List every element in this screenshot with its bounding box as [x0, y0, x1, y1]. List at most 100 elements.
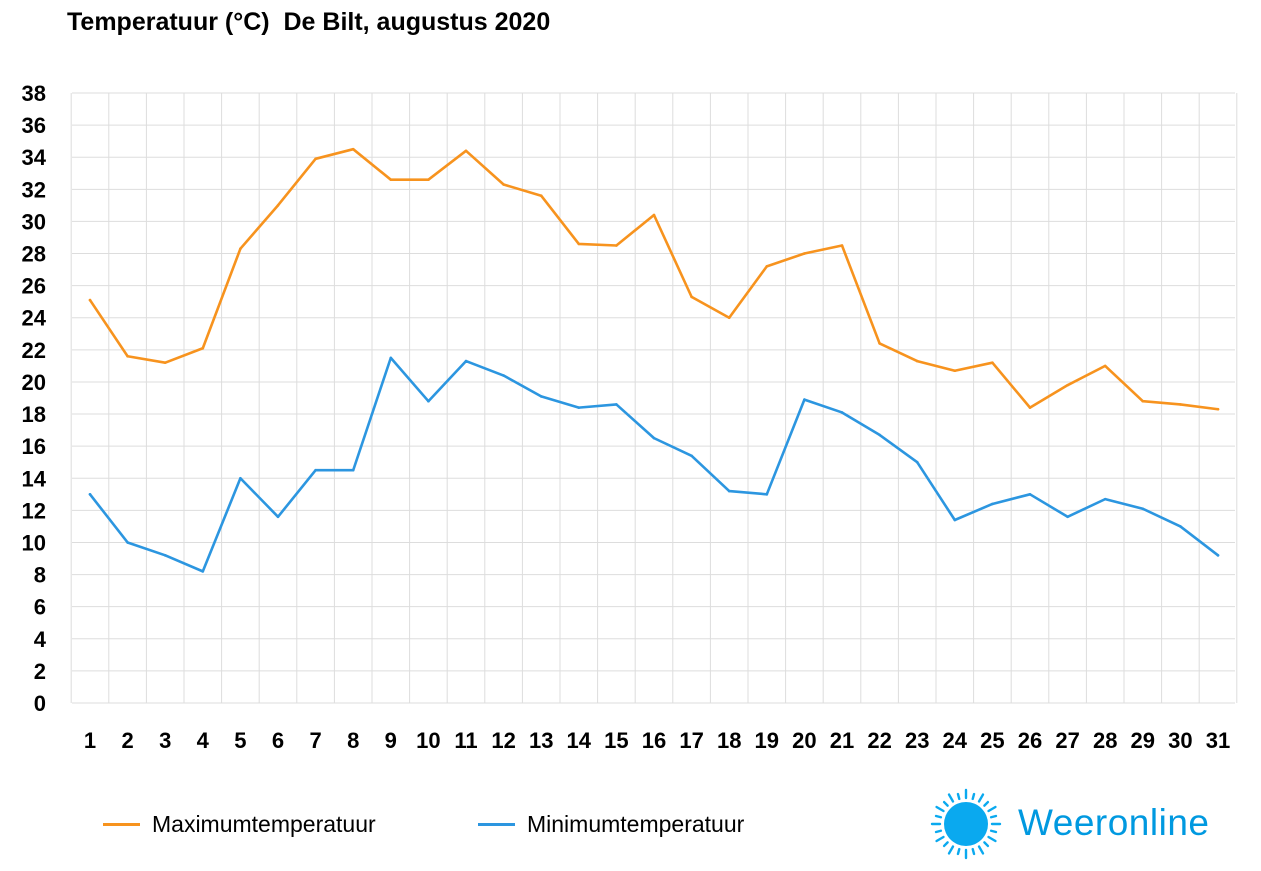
data-point-min — [577, 406, 581, 409]
sun-ray — [989, 814, 998, 819]
y-tick-label: 6 — [34, 595, 46, 620]
data-point-min — [953, 518, 957, 522]
data-point-max — [991, 361, 994, 364]
data-point-max — [915, 359, 919, 363]
sun-ray — [956, 792, 961, 801]
data-point-max — [615, 244, 618, 247]
y-tick-label: 34 — [22, 145, 47, 170]
sun-ray — [934, 829, 943, 834]
sun-ray — [935, 805, 945, 813]
x-tick-label: 9 — [385, 728, 397, 753]
data-point-max — [878, 342, 881, 345]
grid-lines — [70, 92, 1238, 704]
y-tick-label: 30 — [22, 209, 46, 234]
x-tick-label: 12 — [491, 728, 515, 753]
x-tick-label: 17 — [679, 728, 703, 753]
data-point-min — [727, 489, 731, 493]
data-point-min — [126, 541, 129, 544]
sun-ray — [977, 845, 985, 855]
data-point-min — [915, 460, 919, 464]
data-point-max — [126, 354, 129, 358]
data-point-max — [351, 147, 355, 151]
y-tick-label: 32 — [22, 177, 46, 202]
data-point-min — [1066, 515, 1069, 519]
x-tick-label: 25 — [980, 728, 1004, 753]
x-tick-label: 20 — [792, 728, 816, 753]
x-tick-label: 8 — [347, 728, 359, 753]
data-point-min — [1216, 554, 1220, 557]
data-point-min — [427, 399, 430, 403]
x-tick-label: 27 — [1055, 728, 1079, 753]
legend-label-min: Minimumtemperatuur — [527, 810, 745, 837]
data-point-max — [1066, 383, 1069, 387]
y-tick-label: 14 — [22, 466, 47, 491]
data-point-max — [1179, 403, 1182, 406]
x-tick-label: 16 — [642, 728, 666, 753]
legend-item-min: Minimumtemperatuur — [478, 809, 744, 839]
sun-icon — [930, 788, 1002, 860]
data-point-min — [502, 374, 505, 377]
data-point-min — [803, 398, 806, 401]
y-tick-label: 2 — [34, 659, 46, 684]
x-tick-label: 13 — [529, 728, 553, 753]
sun-ray — [989, 829, 998, 834]
data-point-min — [163, 554, 167, 557]
sun-ray — [971, 847, 976, 856]
legend-line-min — [478, 822, 515, 826]
data-point-min — [389, 356, 393, 360]
y-tick-label: 12 — [22, 498, 46, 523]
x-tick-label: 1 — [84, 728, 96, 753]
data-point-max — [1141, 399, 1145, 403]
chart-title: Temperatuur (°C) De Bilt, augustus 2020 — [67, 8, 551, 36]
weeronline-logo: Weeronline — [930, 788, 1240, 860]
data-point-max — [803, 252, 806, 255]
sun-ray — [947, 793, 955, 803]
data-point-min — [464, 359, 468, 363]
data-point-min — [314, 468, 317, 472]
x-tick-label: 24 — [943, 728, 968, 753]
data-point-max — [201, 346, 205, 350]
data-point-min — [991, 502, 994, 506]
data-point-max — [427, 178, 430, 181]
x-tick-label: 26 — [1018, 728, 1042, 753]
data-point-max — [464, 149, 468, 153]
data-point-min — [88, 493, 92, 496]
y-tick-label: 10 — [22, 530, 46, 555]
y-tick-label: 24 — [22, 306, 47, 331]
sun-ray — [983, 800, 990, 807]
data-point-max — [577, 242, 581, 246]
x-tick-label: 23 — [905, 728, 929, 753]
legend-line-max — [103, 822, 140, 826]
data-point-max — [953, 369, 957, 373]
data-point-min — [652, 436, 656, 440]
data-point-min — [878, 433, 881, 437]
legend-label-max: Maximumtemperatuur — [152, 810, 376, 837]
y-tick-label: 38 — [22, 81, 46, 106]
x-tick-label: 21 — [830, 728, 854, 753]
sun-ray — [942, 841, 949, 848]
sun-ray — [956, 847, 961, 856]
legend-item-max: Maximumtemperatuur — [103, 809, 376, 839]
data-point-min — [840, 411, 844, 414]
data-point-min — [1103, 497, 1107, 501]
sun-ray — [947, 845, 955, 855]
x-tick-label: 10 — [416, 728, 440, 753]
data-point-min — [1141, 507, 1145, 511]
y-tick-label: 4 — [34, 627, 47, 652]
data-point-min — [201, 570, 205, 573]
data-point-min — [615, 403, 618, 406]
series-lines — [88, 147, 1220, 573]
x-tick-label: 3 — [159, 728, 171, 753]
data-point-max — [652, 213, 656, 217]
data-point-min — [1028, 493, 1032, 496]
data-point-max — [239, 247, 242, 251]
data-point-min — [351, 468, 355, 472]
data-point-max — [389, 178, 393, 181]
x-tick-label: 30 — [1168, 728, 1192, 753]
sun-ray — [977, 793, 985, 803]
sun-ray — [987, 805, 997, 813]
data-point-min — [276, 515, 280, 519]
sun-ray — [983, 841, 990, 848]
